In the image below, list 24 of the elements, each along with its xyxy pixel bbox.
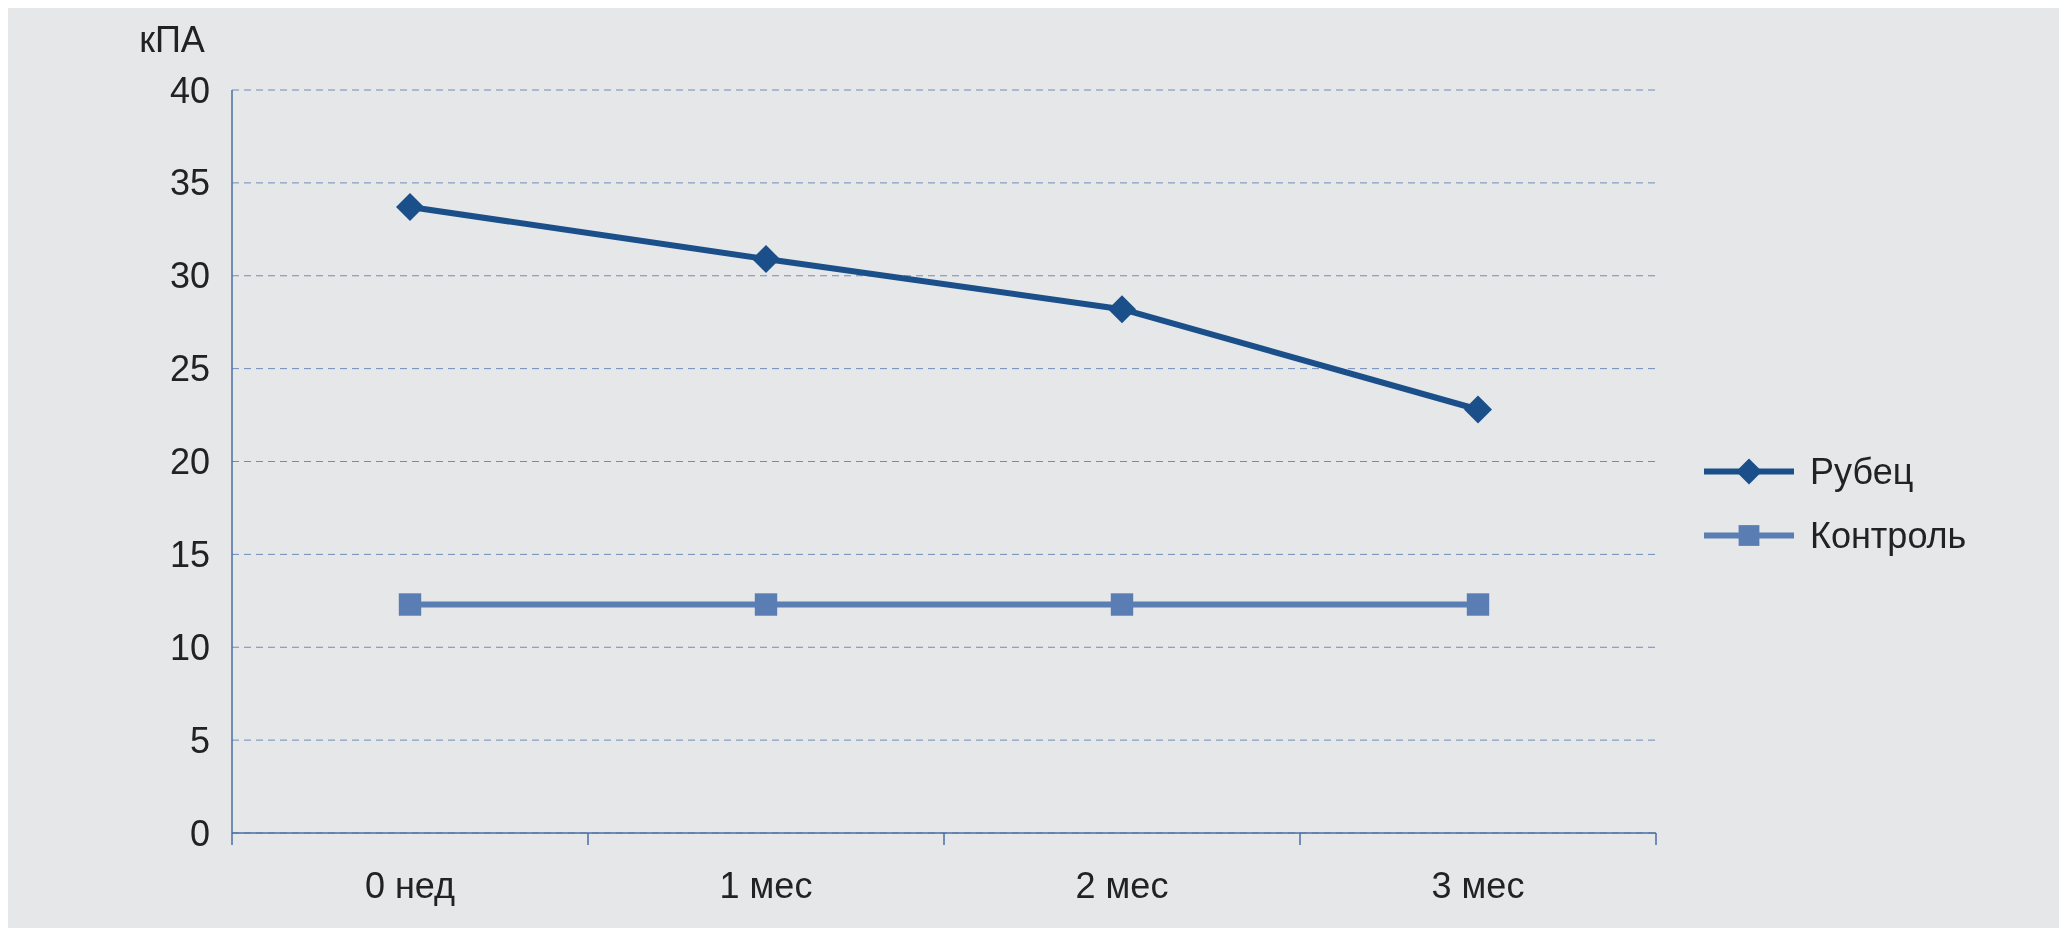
x-tick-label: 1 мес: [719, 864, 813, 906]
y-tick-label: 15: [169, 533, 210, 575]
x-tick-label: 0 нед: [364, 864, 456, 906]
y-tick-label: 20: [169, 441, 210, 482]
y-tick-label: 5: [189, 719, 210, 761]
x-tick-label: 2 мес: [1075, 864, 1169, 906]
y-tick-label: 35: [169, 162, 210, 204]
y-axis-title: кПА: [139, 19, 205, 60]
y-tick-label: 40: [169, 69, 210, 111]
point: [1108, 295, 1136, 324]
point: [1466, 593, 1490, 616]
x-tick-label: 3 мес: [1431, 864, 1525, 906]
legend-label: Контроль: [1810, 515, 1967, 556]
point: [398, 593, 422, 616]
legend-label: Рубец: [1810, 451, 1914, 492]
point: [1110, 593, 1134, 616]
y-tick-label: 0: [189, 812, 210, 854]
y-tick-label: 25: [169, 348, 210, 390]
point: [754, 593, 778, 616]
point: [1464, 395, 1492, 424]
point: [752, 245, 780, 274]
y-tick-label: 30: [169, 255, 210, 297]
y-tick-label: 10: [169, 626, 210, 668]
point: [396, 193, 424, 222]
